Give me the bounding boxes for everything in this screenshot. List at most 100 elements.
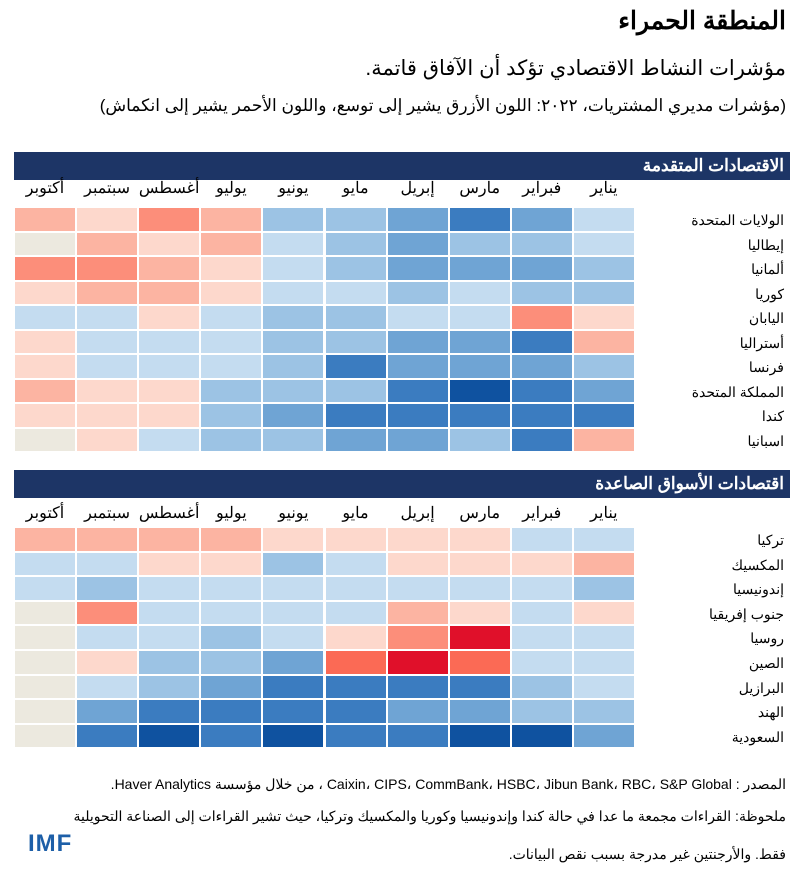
country-label: روسيا (750, 630, 784, 647)
month-label: مارس (459, 180, 501, 197)
heatmap-cell (572, 551, 635, 577)
heatmap-cell (138, 551, 201, 577)
month-label: يونيو (278, 180, 309, 197)
heatmap-cell (76, 551, 139, 577)
heatmap-cell (386, 699, 449, 724)
country-label: فرنسا (748, 359, 784, 375)
heatmap-cell (510, 329, 573, 354)
heatmap-cell (572, 427, 635, 452)
heatmap-cell (14, 650, 77, 675)
heatmap-cell (14, 403, 77, 428)
heatmap-cell (262, 280, 325, 305)
heatmap-cell (448, 231, 511, 256)
heatmap-cell (386, 354, 449, 379)
heatmap-cell (262, 699, 325, 724)
heatmap-cell (572, 231, 635, 256)
heatmap-cell (448, 354, 511, 379)
heatmap-cell (386, 650, 449, 675)
heatmap-cell (572, 699, 635, 724)
heatmap-cell (386, 576, 449, 601)
heatmap-cell (76, 305, 139, 330)
heatmap-cell (324, 329, 387, 354)
heatmap-cell (448, 305, 511, 330)
country-label: الصين (748, 655, 784, 671)
month-label: أغسطس (138, 505, 200, 522)
heatmap-cell (386, 551, 449, 577)
heatmap-cell (510, 403, 573, 428)
heatmap-cell (386, 427, 449, 452)
heatmap-cell (76, 207, 139, 232)
heatmap-cell (14, 378, 77, 403)
heatmap-cell (76, 600, 139, 626)
heatmap-cell (200, 305, 263, 330)
heatmap-cell (14, 600, 77, 626)
heatmap-cell (386, 280, 449, 305)
month-label: مارس (459, 505, 501, 522)
heatmap-cell (138, 527, 201, 552)
heatmap-cell (200, 378, 263, 403)
heatmap-cell (138, 231, 201, 256)
heatmap-cell (448, 551, 511, 577)
heatmap-cell (572, 723, 635, 749)
country-label: اسبانيا (747, 432, 785, 449)
heatmap-cell (510, 231, 573, 256)
heatmap-cell (200, 403, 263, 428)
chart-subtitle: مؤشرات النشاط الاقتصادي تؤكد أن الآفاق ق… (365, 57, 786, 80)
heatmap-cell (14, 723, 77, 749)
heatmap-cell (386, 256, 449, 281)
heatmap-cell (76, 354, 139, 379)
heatmap-cell (262, 427, 325, 452)
heatmap-cell (262, 378, 325, 403)
heatmap-cell (200, 699, 263, 724)
heatmap-cell (386, 723, 449, 749)
heatmap-cell (324, 600, 387, 626)
country-label: إيطاليا (747, 236, 784, 253)
heatmap-cell (448, 256, 511, 281)
heatmap-cell (200, 600, 263, 626)
heatmap-cell (324, 256, 387, 281)
heatmap-cell (510, 354, 573, 379)
country-label: جنوب إفريقيا (709, 605, 784, 622)
heatmap-cell (14, 551, 77, 577)
heatmap-cell (510, 280, 573, 305)
heatmap-cell (138, 378, 201, 403)
heatmap-cell (572, 329, 635, 354)
month-label: أغسطس (138, 180, 200, 197)
month-label: أكتوبر (25, 180, 65, 197)
month-label: مايو (342, 505, 369, 522)
heatmap-cell (572, 650, 635, 675)
heatmap-cell (572, 527, 635, 552)
heatmap-cell (448, 650, 511, 675)
heatmap-cell (510, 674, 573, 700)
month-label: إبريل (400, 505, 435, 522)
heatmap-cell (14, 329, 77, 354)
heatmap-cell (138, 256, 201, 281)
heatmap-cell (324, 354, 387, 379)
heatmap-cell (76, 378, 139, 403)
country-label: الهند (757, 704, 784, 721)
heatmap-cell (386, 625, 449, 650)
heatmap-cell (448, 625, 511, 650)
heatmap-cell (572, 378, 635, 403)
heatmap-cell (448, 576, 511, 601)
heatmap-cell (510, 600, 573, 626)
heatmap-cell (200, 625, 263, 650)
heatmap-cell (510, 551, 573, 577)
heatmap-cell (14, 305, 77, 330)
heatmap-cell (76, 280, 139, 305)
heatmap-cell (138, 207, 201, 232)
month-label: أكتوبر (25, 505, 65, 522)
heatmap-cell (324, 207, 387, 232)
panel-header-bar: اقتصادات الأسواق الصاعدة (14, 470, 790, 498)
country-label: اليابان (748, 310, 784, 326)
country-label: الولايات المتحدة (691, 212, 784, 228)
heatmap-cell (448, 403, 511, 428)
heatmap-cell (200, 256, 263, 281)
heatmap-cell (76, 427, 139, 452)
heatmap-cell (448, 280, 511, 305)
heatmap-cell (324, 305, 387, 330)
panel-header-bar: الاقتصادات المتقدمة (14, 152, 790, 180)
heatmap-cell (200, 427, 263, 452)
heatmap-cell (138, 699, 201, 724)
heatmap-cell (262, 625, 325, 650)
